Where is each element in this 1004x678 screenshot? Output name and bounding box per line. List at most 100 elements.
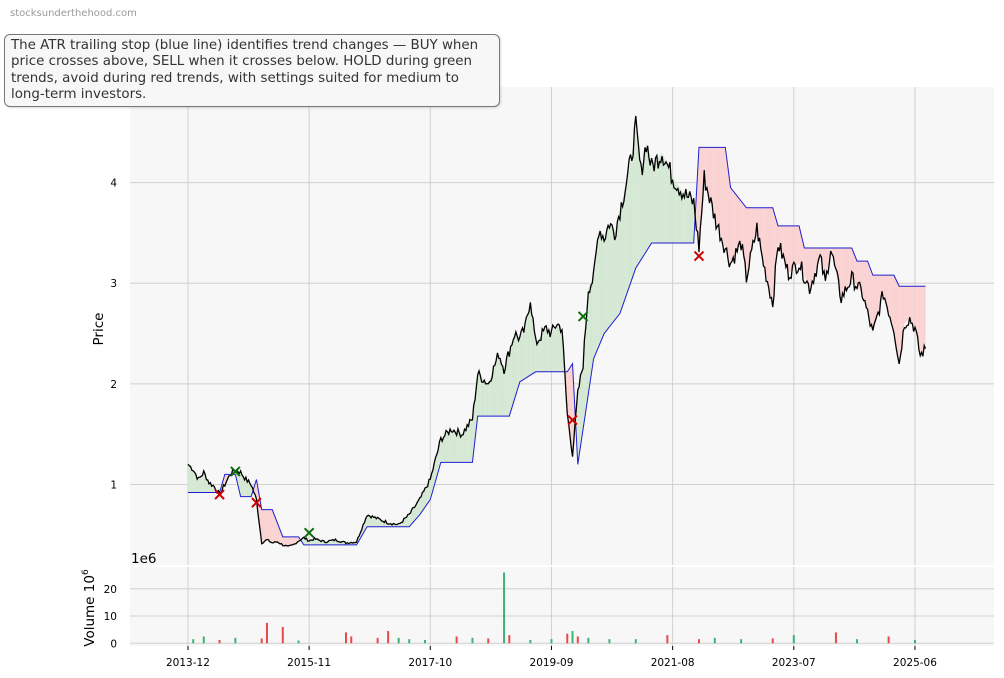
bull-fill-segment	[411, 507, 415, 524]
bear-fill-segment	[288, 536, 291, 547]
bear-fill-segment	[261, 509, 265, 543]
bull-fill-segment	[193, 469, 196, 493]
bear-fill-segment	[864, 261, 868, 314]
bull-fill-segment	[198, 475, 202, 493]
x-tick-label: 2021-08	[651, 657, 695, 669]
bull-fill-segment	[467, 422, 470, 463]
volume-bar-down	[281, 626, 284, 644]
volume-bar-up	[471, 637, 474, 644]
volume-bar-down	[666, 635, 669, 644]
bull-fill-segment	[604, 230, 607, 334]
bull-fill-segment	[372, 516, 375, 527]
bull-fill-segment	[643, 142, 647, 256]
bull-fill-segment	[496, 353, 499, 417]
bull-fill-segment	[551, 328, 555, 372]
price-y-ticks: 1 2 3 4	[110, 178, 117, 492]
bull-fill-segment	[670, 171, 673, 243]
bear-fill-segment	[272, 509, 275, 543]
bear-fill-segment	[727, 167, 731, 264]
bull-fill-segment	[190, 466, 194, 493]
bear-fill-segment	[282, 536, 286, 546]
bull-fill-segment	[514, 333, 518, 399]
volume-bar-down	[376, 637, 379, 644]
bear-fill-segment	[907, 286, 910, 321]
bear-fill-segment	[696, 147, 699, 249]
bull-fill-segment	[675, 181, 678, 243]
bull-fill-segment	[509, 342, 512, 417]
bear-fill-segment	[828, 248, 831, 266]
bull-fill-segment	[596, 227, 599, 353]
volume-bar-up	[550, 639, 553, 644]
volume-bar-up	[397, 637, 400, 644]
bear-fill-segment	[735, 194, 739, 254]
volume-tick-label: 10	[104, 611, 117, 623]
price-tick-label: 2	[110, 379, 117, 391]
bull-fill-segment	[480, 376, 483, 417]
bear-fill-segment	[793, 225, 797, 269]
bull-fill-segment	[417, 499, 420, 518]
bull-fill-segment	[538, 336, 541, 372]
volume-bar-down	[350, 636, 353, 644]
volume-bar-up	[856, 639, 859, 644]
bull-fill-segment	[425, 484, 428, 508]
volume-bar-down	[576, 636, 579, 644]
bull-fill-segment	[672, 177, 676, 243]
x-ticks: 2013-12 2015-11 2017-10 2019-09 2021-08 2023-…	[166, 646, 937, 669]
bull-fill-segment	[456, 431, 460, 463]
buy-signal-marker	[230, 466, 241, 477]
bull-fill-segment	[206, 477, 210, 493]
sell-signal-marker	[693, 250, 705, 262]
volume-bar-up	[297, 640, 300, 644]
bear-fill-segment	[277, 523, 281, 544]
bear-fill-segment	[717, 147, 721, 233]
bear-fill-segment	[274, 516, 278, 543]
bull-fill-segment	[593, 253, 597, 359]
bull-fill-segment	[406, 514, 410, 527]
bull-fill-segment	[443, 434, 447, 463]
volume-bar-up	[408, 639, 411, 644]
bear-fill-segment	[893, 275, 897, 347]
volume-bar-up	[424, 640, 427, 644]
bear-fill-segment	[812, 248, 815, 281]
volume-bar-down	[387, 631, 390, 644]
volume-bar-up	[740, 639, 743, 644]
volume-y-ticks: 0 10 20	[104, 584, 117, 650]
bull-fill-segment	[619, 198, 623, 314]
bear-fill-segment	[867, 261, 871, 324]
bear-fill-segment	[733, 190, 736, 259]
bull-fill-segment	[685, 195, 689, 243]
bull-fill-segment	[374, 517, 378, 527]
bear-fill-segment	[720, 147, 723, 241]
bull-fill-segment	[414, 503, 418, 521]
bull-fill-segment	[422, 489, 426, 511]
bear-fill-segment	[809, 248, 813, 289]
bull-fill-segment	[654, 159, 657, 243]
x-tick-label: 2015-11	[287, 657, 331, 669]
volume-bar-down	[697, 639, 700, 644]
bull-fill-segment	[525, 313, 528, 379]
volume-bar-up	[529, 640, 532, 644]
bull-fill-segment	[543, 328, 547, 372]
bear-fill-segment	[224, 474, 228, 485]
bull-fill-segment	[667, 164, 670, 243]
bull-fill-segment	[501, 361, 505, 417]
bull-fill-segment	[540, 332, 544, 372]
bull-fill-segment	[580, 363, 584, 447]
bull-fill-segment	[691, 200, 694, 243]
bear-fill-segment	[886, 275, 889, 311]
bear-fill-segment	[796, 225, 800, 266]
bear-fill-segment	[872, 275, 876, 334]
bull-fill-segment	[630, 144, 634, 284]
volume-bar-up	[792, 635, 795, 644]
bull-fill-segment	[548, 331, 552, 372]
price-tick-label: 4	[110, 178, 117, 190]
bull-fill-segment	[446, 431, 449, 463]
signal-markers	[214, 250, 705, 539]
bull-fill-segment	[627, 162, 631, 291]
bull-fill-segment	[517, 336, 520, 391]
bull-fill-segment	[504, 359, 507, 417]
bear-fill-segment	[841, 248, 844, 299]
bull-fill-segment	[409, 510, 412, 527]
bull-fill-segment	[648, 154, 652, 248]
